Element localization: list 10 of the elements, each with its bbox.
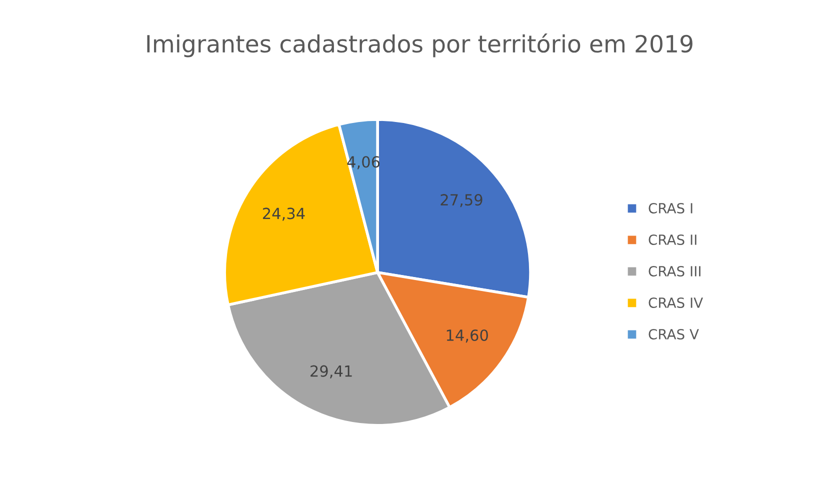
legend-label: CRAS I xyxy=(648,202,692,214)
legend-label: CRAS II xyxy=(648,234,696,245)
data-label: 29,41 xyxy=(310,365,352,378)
legend-label: CRAS IV xyxy=(648,297,703,308)
data-label: 14,60 xyxy=(446,329,488,343)
data-label: 24,34 xyxy=(262,208,305,221)
legend-label: CRAS III xyxy=(648,266,700,276)
legend-label: CRAS V xyxy=(648,328,699,340)
chart-title: Imigrantes cadastrados por território em 2019 xyxy=(147,33,692,58)
data-label: 27,59 xyxy=(440,194,482,208)
